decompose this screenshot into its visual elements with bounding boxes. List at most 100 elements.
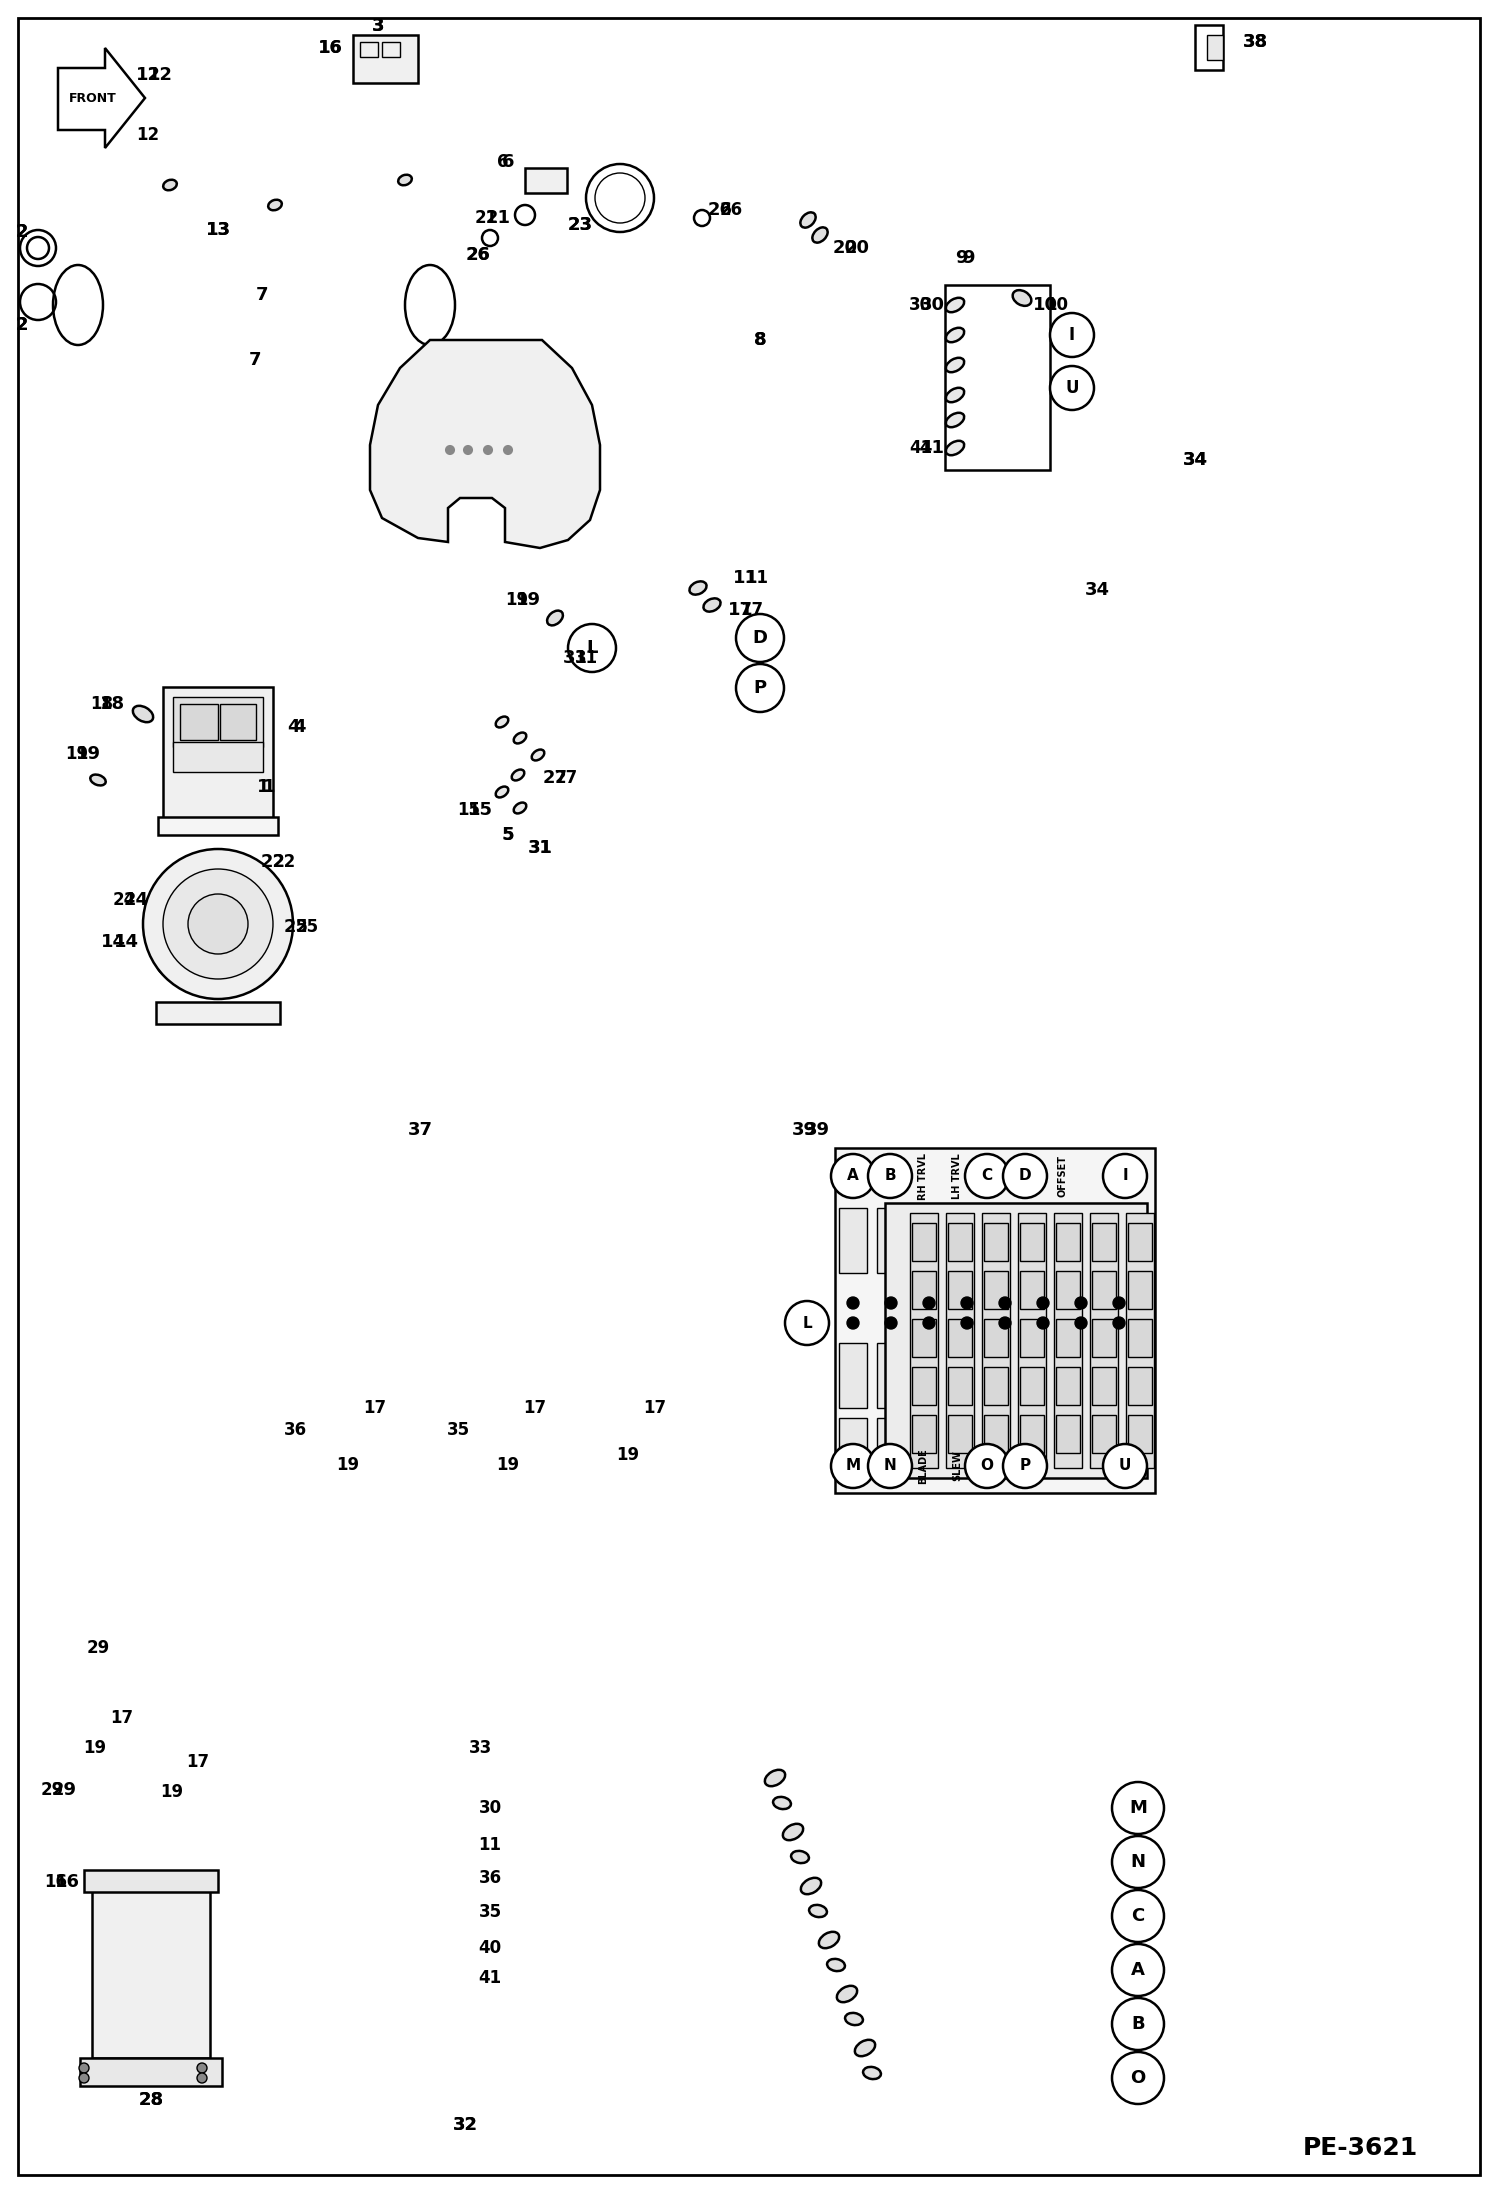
Bar [1029,1342,1058,1408]
Bar [156,1002,280,1024]
Bar [984,1366,1008,1406]
Circle shape [189,895,249,954]
Text: 26: 26 [707,202,733,219]
Bar [912,1272,936,1309]
Text: 12: 12 [135,66,160,83]
Polygon shape [58,48,145,147]
Text: 34: 34 [1085,581,1110,599]
Bar [1020,1366,1044,1406]
Text: 41: 41 [478,1969,502,1987]
Text: 13: 13 [205,221,231,239]
Text: I: I [1070,327,1076,344]
Bar [984,1272,1008,1309]
Ellipse shape [265,899,276,914]
Circle shape [1076,1318,1088,1329]
Bar [524,169,568,193]
Text: C: C [1131,1908,1144,1925]
Bar [912,1318,936,1357]
Bar [1106,1342,1132,1408]
Text: D: D [1019,1169,1031,1184]
Bar [983,1213,1010,1467]
Text: 12: 12 [148,66,172,83]
Text: 29: 29 [51,1781,76,1798]
Text: 10: 10 [1032,296,1058,314]
Circle shape [163,868,273,978]
Circle shape [1103,1443,1147,1489]
Text: 24: 24 [112,890,136,910]
Circle shape [785,1300,828,1344]
Text: 28: 28 [138,2090,163,2110]
Bar [948,1414,972,1454]
Ellipse shape [783,1825,803,1840]
Text: 24: 24 [123,890,148,910]
Ellipse shape [800,213,815,228]
Text: 9: 9 [962,250,974,268]
Circle shape [1112,1943,1164,1996]
Bar [1128,1224,1152,1261]
Bar [915,1342,944,1408]
Bar [1020,1318,1044,1357]
Circle shape [1037,1296,1049,1309]
Ellipse shape [863,2066,881,2079]
Ellipse shape [945,412,965,428]
Ellipse shape [133,706,153,721]
Text: 19: 19 [75,746,100,763]
Ellipse shape [945,298,965,311]
Bar [1092,1318,1116,1357]
Bar [984,1318,1008,1357]
Ellipse shape [268,200,282,211]
Bar [1056,1318,1080,1357]
Bar [354,35,418,83]
Circle shape [1112,1836,1164,1888]
Bar [1055,1213,1082,1467]
Text: 14: 14 [114,932,138,952]
Text: B: B [1131,2015,1144,2033]
Bar [1128,1414,1152,1454]
Text: 16: 16 [43,1873,67,1890]
Bar [172,741,264,772]
Text: 8: 8 [753,331,767,349]
Text: SLEW: SLEW [953,1450,962,1482]
Text: 18: 18 [100,695,126,713]
Ellipse shape [945,388,965,401]
Bar [1092,1414,1116,1454]
Text: 35: 35 [478,1904,502,1921]
Ellipse shape [812,228,828,243]
Text: 16: 16 [318,39,343,57]
Circle shape [1112,1890,1164,1943]
Text: 21: 21 [485,208,511,228]
Bar [437,364,523,434]
Ellipse shape [791,1851,809,1864]
Circle shape [1113,1318,1125,1329]
Ellipse shape [181,857,255,877]
Circle shape [846,1318,858,1329]
Circle shape [1112,1998,1164,2050]
Circle shape [142,849,294,1000]
Text: 12: 12 [136,125,160,145]
Ellipse shape [195,860,243,875]
Ellipse shape [855,2039,875,2057]
Bar [1106,1419,1132,1474]
Text: 19: 19 [505,590,527,610]
Bar [1106,1208,1132,1272]
Text: FRONT: FRONT [69,92,117,105]
Bar [180,704,219,739]
Ellipse shape [512,770,524,781]
Bar [984,1224,1008,1261]
Text: LH TRVL: LH TRVL [953,1154,962,1200]
Text: 19: 19 [515,590,541,610]
Text: 2: 2 [16,224,28,241]
Ellipse shape [945,441,965,456]
Bar [91,1890,210,2057]
Circle shape [962,1296,974,1309]
Text: 1: 1 [256,779,270,796]
Circle shape [503,445,512,454]
Bar [1195,24,1222,70]
Circle shape [198,2064,207,2072]
Bar [948,1366,972,1406]
Text: 25: 25 [297,919,319,936]
Ellipse shape [704,599,721,612]
Text: 19: 19 [617,1445,640,1465]
Circle shape [1050,366,1094,410]
Bar [360,42,377,57]
